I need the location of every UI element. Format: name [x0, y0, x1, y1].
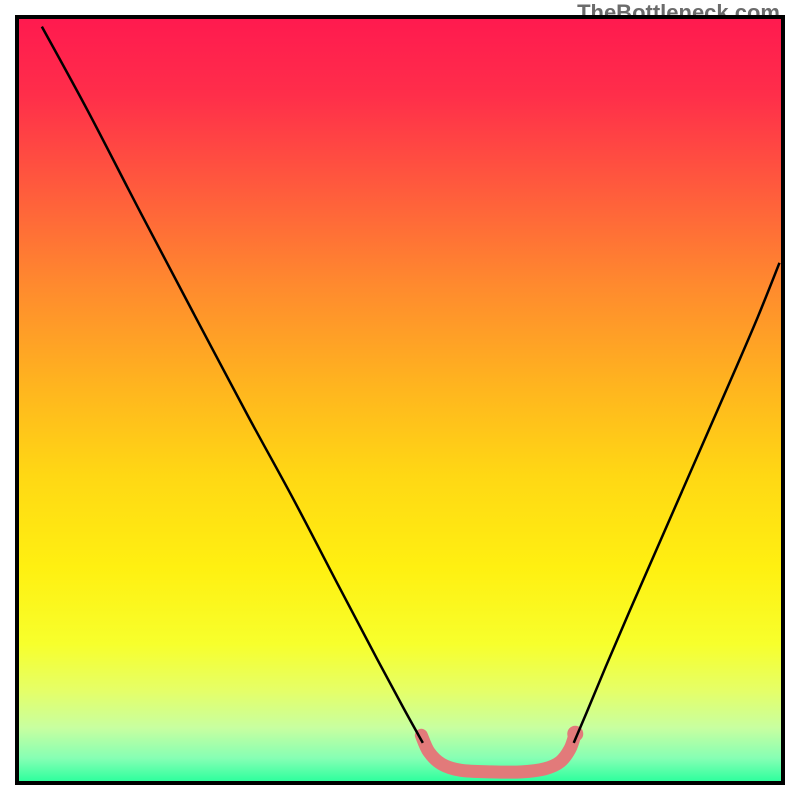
curve-right — [574, 263, 780, 743]
curve-left — [42, 27, 423, 743]
chart-container: TheBottleneck.com — [0, 0, 800, 800]
curves-layer — [19, 19, 781, 781]
highlight-band — [421, 734, 575, 772]
plot-area — [15, 15, 785, 785]
